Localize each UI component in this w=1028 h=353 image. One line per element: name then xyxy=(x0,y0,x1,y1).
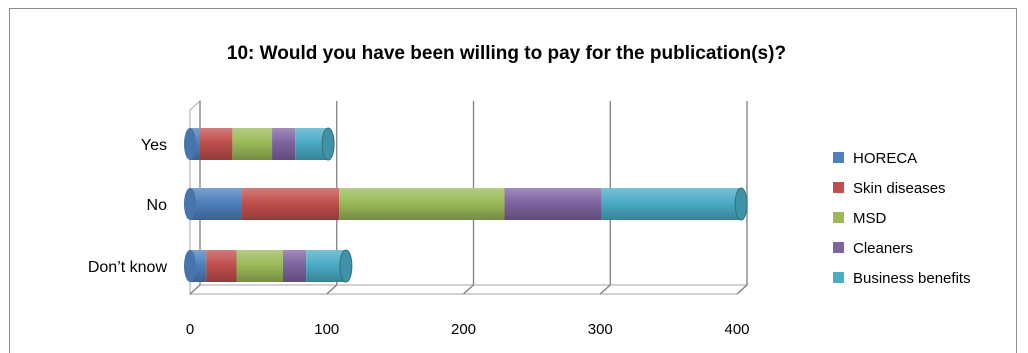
bar-segment-face xyxy=(339,188,505,220)
category-label: Don’t know xyxy=(88,259,168,276)
bar-segment-face xyxy=(504,188,602,220)
legend-swatch xyxy=(833,212,844,223)
bar-segment-face xyxy=(272,128,296,160)
bar-end-cap xyxy=(321,127,335,161)
bar-segment xyxy=(241,188,340,220)
bar-segment xyxy=(282,250,307,282)
bar-start-cap xyxy=(184,128,196,160)
legend-label: MSD xyxy=(853,210,887,227)
gridline-floor xyxy=(326,284,338,295)
bar-segment xyxy=(236,250,283,282)
category-label: Yes xyxy=(141,137,167,154)
bar-end-cap xyxy=(339,249,353,283)
bar-segment-face xyxy=(199,128,233,160)
bar-segment xyxy=(306,249,353,283)
gridline-floor xyxy=(463,284,474,295)
legend-label: Skin diseases xyxy=(853,180,946,197)
x-tick-label: 0 xyxy=(186,321,194,338)
legend-label: HORECA xyxy=(853,150,917,167)
category-label: No xyxy=(147,197,168,214)
bar-end-cap xyxy=(734,187,748,221)
bar-segment xyxy=(232,128,273,160)
chart-frame: 10: Would you have been willing to pay f… xyxy=(9,8,1017,353)
bar-segment-face xyxy=(232,128,273,160)
bar-segment xyxy=(272,128,296,160)
legend-label: Cleaners xyxy=(853,240,913,257)
x-tick-label: 200 xyxy=(451,321,476,338)
gridline-floor xyxy=(599,284,611,295)
bar-segment xyxy=(184,250,207,282)
legend-swatch xyxy=(833,242,844,253)
bar-segment xyxy=(206,250,237,282)
legend-swatch xyxy=(833,152,844,163)
bar-segment xyxy=(295,127,335,161)
legend-label: Business benefits xyxy=(853,270,971,287)
bar-segment-face xyxy=(282,250,307,282)
legend-swatch xyxy=(833,272,844,283)
bar-segment-face xyxy=(241,188,340,220)
bar-segment xyxy=(184,188,242,220)
gridline-floor xyxy=(189,284,201,295)
bar-segment-face xyxy=(306,250,346,282)
bar-segment-face xyxy=(236,250,283,282)
bar-segment xyxy=(199,128,233,160)
legend-swatch xyxy=(833,182,844,193)
bar-start-cap xyxy=(184,188,196,220)
x-tick-label: 400 xyxy=(724,321,749,338)
chart-title: 10: Would you have been willing to pay f… xyxy=(226,43,787,64)
bar-segment-face xyxy=(190,188,242,220)
bar-segment xyxy=(504,188,602,220)
bar-segment xyxy=(339,188,505,220)
x-tick-label: 300 xyxy=(588,321,613,338)
bar-segment xyxy=(184,128,200,160)
bar-segment xyxy=(601,187,748,221)
bar-start-cap xyxy=(184,250,196,282)
bar-segment-face xyxy=(601,188,742,220)
gridline-floor xyxy=(736,284,748,295)
x-tick-label: 100 xyxy=(314,321,339,338)
bar-segment-face xyxy=(206,250,237,282)
